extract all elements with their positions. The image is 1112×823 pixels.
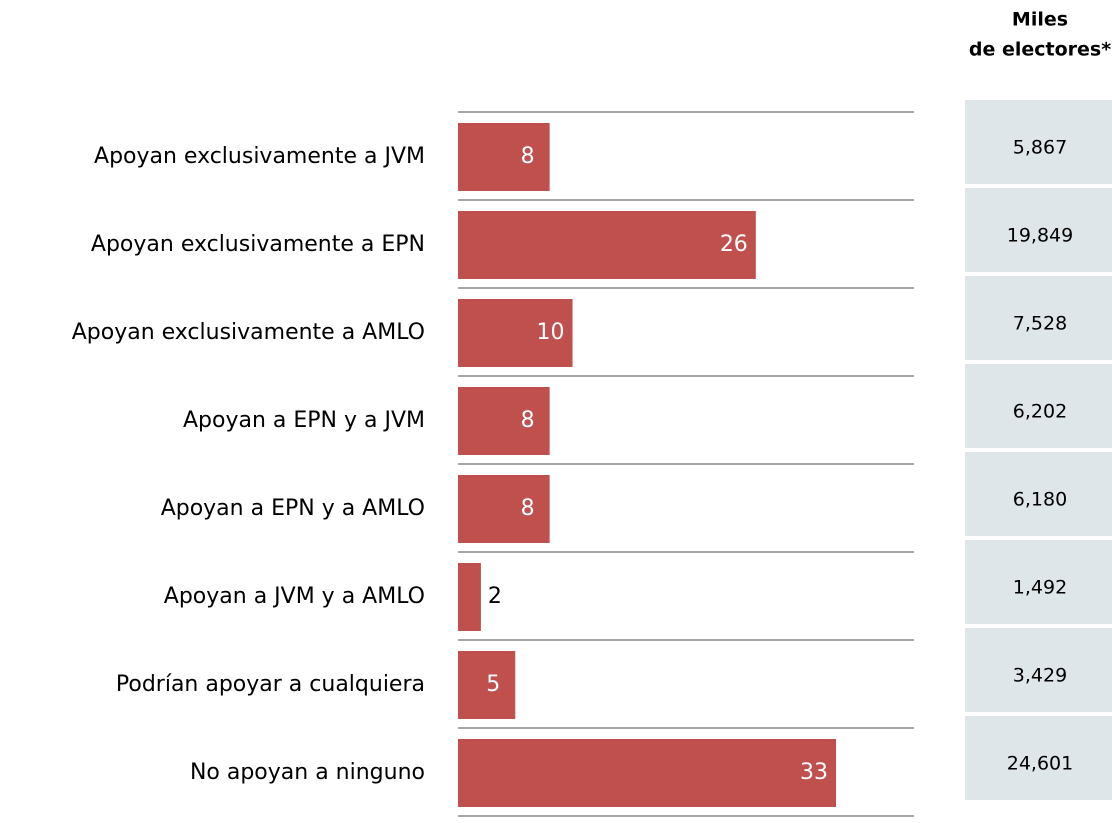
table-header: Miles: [1012, 9, 1068, 31]
table-value: 6,180: [1013, 489, 1067, 511]
value-label: 5: [486, 672, 500, 697]
table-value: 7,528: [1013, 313, 1067, 335]
value-label: 8: [521, 408, 535, 433]
bar: [458, 651, 516, 719]
value-label: 8: [521, 144, 535, 169]
value-label: 2: [488, 584, 502, 609]
category-label: Apoyan exclusivamente a EPN: [91, 232, 425, 257]
table-cell: [965, 628, 1112, 712]
category-label: No apoyan a ninguno: [190, 760, 425, 785]
bar: [458, 123, 550, 191]
bar: [458, 387, 550, 455]
value-label: 10: [537, 320, 565, 345]
table-cell: [965, 540, 1112, 624]
category-label: Podrían apoyar a cualquiera: [116, 672, 425, 697]
category-label: Apoyan a JVM y a AMLO: [164, 584, 425, 609]
table-value: 5,867: [1013, 137, 1067, 159]
table-header: de electores*: [969, 39, 1111, 61]
bar: [458, 563, 481, 631]
table-value: 1,492: [1013, 577, 1067, 599]
table-cell: [965, 452, 1112, 536]
table-cell: [965, 364, 1112, 448]
category-label: Apoyan exclusivamente a AMLO: [72, 320, 425, 345]
table-value: 3,429: [1013, 665, 1067, 687]
table-value: 19,849: [1007, 225, 1073, 247]
value-label: 33: [800, 760, 828, 785]
bar: [458, 299, 573, 367]
table-cell: [965, 100, 1112, 184]
category-label: Apoyan exclusivamente a JVM: [94, 144, 425, 169]
value-label: 26: [720, 232, 748, 257]
category-label: Apoyan a EPN y a AMLO: [161, 496, 425, 521]
table-value: 6,202: [1013, 401, 1067, 423]
bar: [458, 739, 836, 807]
table-cell: [965, 276, 1112, 360]
table-cell: [965, 188, 1112, 272]
bar: [458, 211, 756, 279]
bar: [458, 475, 550, 543]
table-cell: [965, 716, 1112, 800]
value-label: 8: [521, 496, 535, 521]
category-label: Apoyan a EPN y a JVM: [183, 408, 425, 433]
table-value: 24,601: [1007, 753, 1073, 775]
